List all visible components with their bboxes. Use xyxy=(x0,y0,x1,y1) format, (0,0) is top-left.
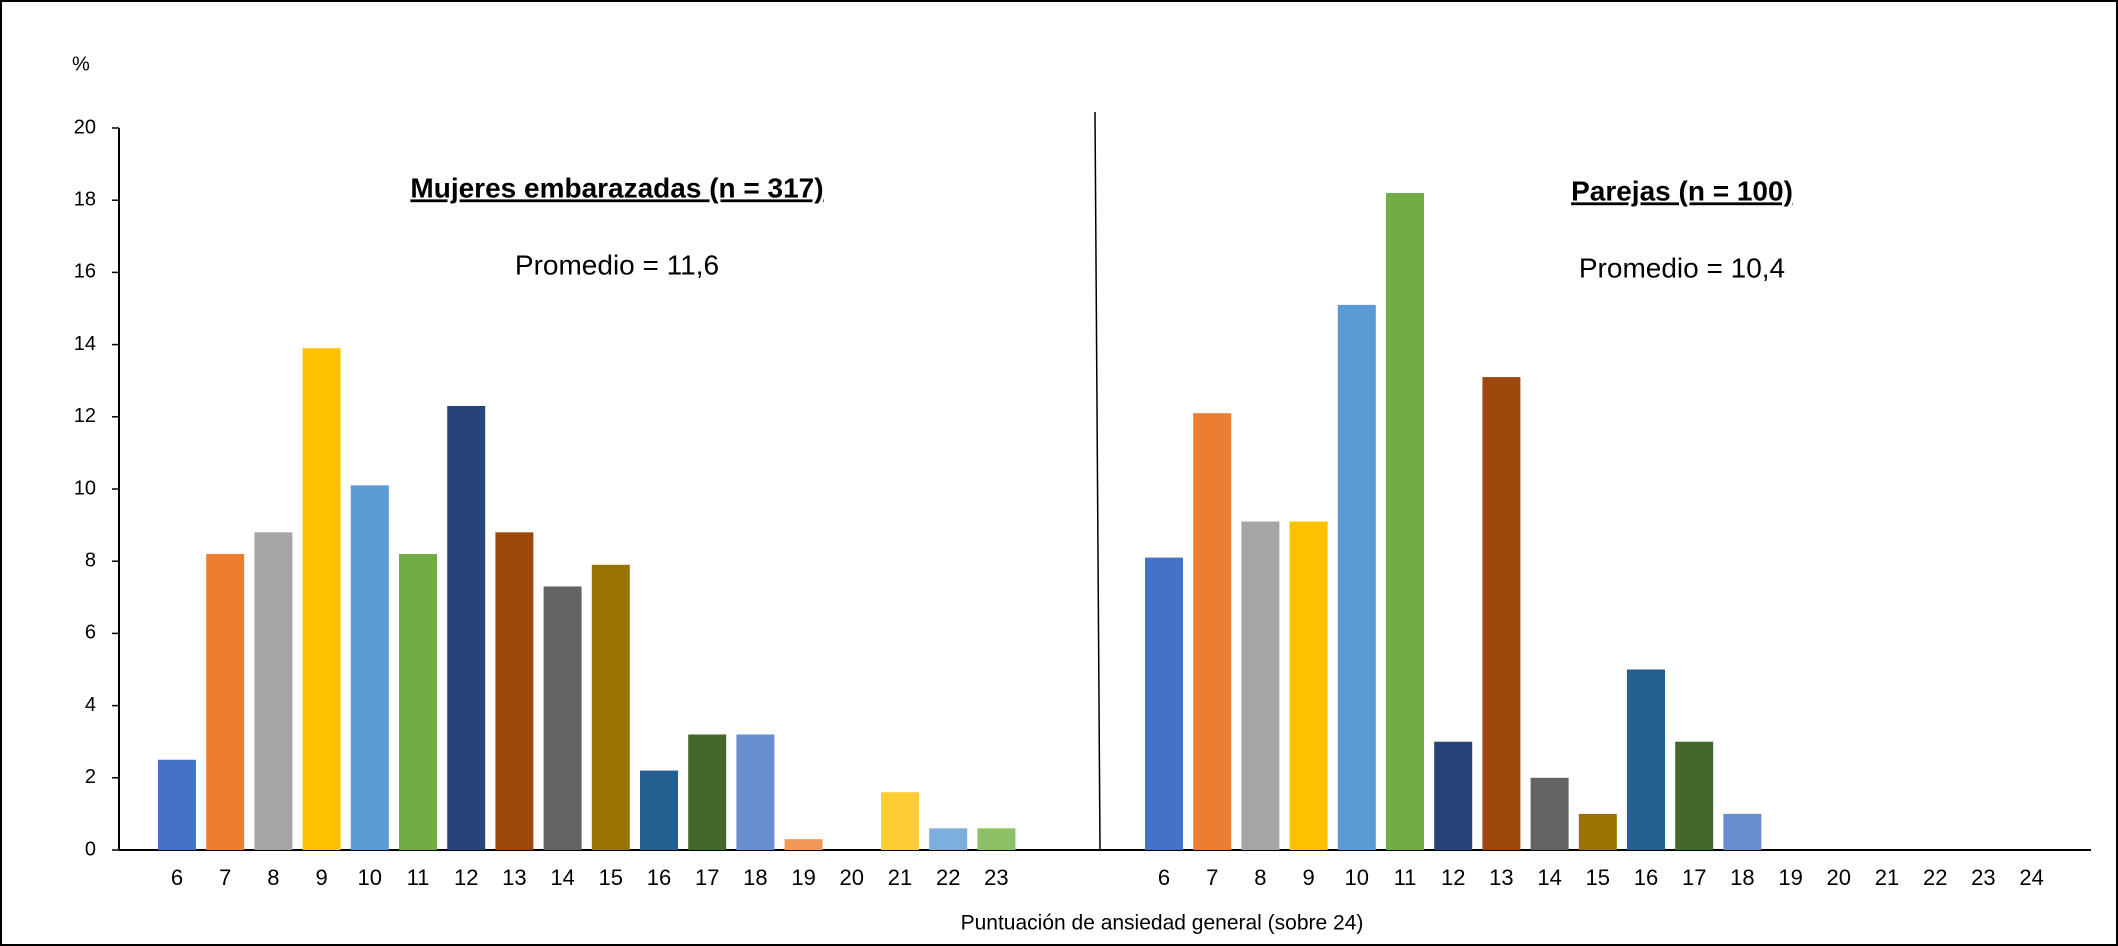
x-tick-label: 15 xyxy=(1586,865,1610,890)
x-tick-label: 23 xyxy=(984,865,1008,890)
bar xyxy=(158,759,196,850)
bar xyxy=(447,405,486,850)
bar xyxy=(929,828,968,850)
y-label: % xyxy=(72,53,90,75)
bar xyxy=(1578,813,1617,850)
x-tick-label: 9 xyxy=(315,865,327,890)
x-label: Puntuación de ansiedad general (sobre 24… xyxy=(961,912,1364,935)
x-tick-label: 10 xyxy=(1345,865,1369,890)
bar xyxy=(543,586,582,850)
bar xyxy=(784,839,823,850)
y-tick-label: 8 xyxy=(85,549,96,571)
bar xyxy=(1145,557,1183,850)
panel-subtitle: Promedio = 10,4 xyxy=(1579,252,1785,283)
bar xyxy=(1530,777,1569,850)
bar xyxy=(881,792,919,850)
x-tick-label: 18 xyxy=(1730,865,1754,890)
bar xyxy=(206,553,245,850)
y-tick-label: 4 xyxy=(85,694,96,716)
divider xyxy=(1094,111,1101,851)
x-tick-label: 7 xyxy=(219,865,231,890)
x-tick-label: 19 xyxy=(791,865,815,890)
panel-title: Parejas (n = 100) xyxy=(1571,175,1793,206)
x-tick-label: 16 xyxy=(1634,865,1658,890)
x-tick-label: 18 xyxy=(743,865,767,890)
y-tick-label: 2 xyxy=(85,766,96,788)
x-tick-label: 22 xyxy=(1923,865,1947,890)
bar xyxy=(1241,521,1280,850)
y-tick-label: 20 xyxy=(74,116,96,138)
x-tick-label: 14 xyxy=(1537,865,1561,890)
x-tick-label: 21 xyxy=(1875,865,1899,890)
bar xyxy=(1193,413,1232,850)
x-tick-label: 17 xyxy=(1682,865,1706,890)
bar xyxy=(254,532,293,850)
y-tick-label: 10 xyxy=(74,477,96,499)
bar xyxy=(1434,741,1473,850)
bar xyxy=(1337,304,1376,850)
bar xyxy=(1289,521,1328,850)
x-tick-label: 20 xyxy=(1827,865,1851,890)
panel-title: Mujeres embarazadas (n = 317) xyxy=(410,172,823,203)
x-tick-label: 22 xyxy=(936,865,960,890)
bar xyxy=(1675,741,1714,850)
x-tick-label: 9 xyxy=(1302,865,1314,890)
bar xyxy=(399,553,437,850)
bar xyxy=(977,828,1016,850)
x-tick-label: 19 xyxy=(1778,865,1802,890)
y-tick-label: 12 xyxy=(74,405,96,427)
x-tick-label: 24 xyxy=(2019,865,2043,890)
y-tick-label: 0 xyxy=(85,838,96,860)
bar xyxy=(350,485,389,850)
y-tick-label: 14 xyxy=(74,333,96,355)
bar xyxy=(302,348,341,850)
x-tick-label: 6 xyxy=(171,865,183,890)
x-tick-label: 20 xyxy=(840,865,864,890)
bar xyxy=(495,532,534,850)
bar xyxy=(1627,669,1665,850)
y-tick-label: 6 xyxy=(85,622,96,644)
x-tick-label: 7 xyxy=(1206,865,1218,890)
x-tick-label: 16 xyxy=(647,865,671,890)
bar xyxy=(1482,377,1521,850)
x-tick-label: 13 xyxy=(1489,865,1513,890)
x-tick-label: 14 xyxy=(550,865,574,890)
bar xyxy=(1386,192,1424,851)
x-tick-label: 11 xyxy=(1394,865,1417,890)
bar xyxy=(736,734,775,850)
bar xyxy=(1723,813,1762,850)
panel-subtitle: Promedio = 11,6 xyxy=(515,249,719,280)
y-tick-label: 16 xyxy=(74,261,96,283)
x-tick-label: 12 xyxy=(1441,865,1465,890)
x-tick-label: 12 xyxy=(454,865,478,890)
x-tick-label: 8 xyxy=(267,865,279,890)
x-tick-label: 15 xyxy=(599,865,623,890)
x-tick-label: 21 xyxy=(888,865,912,890)
x-tick-label: 13 xyxy=(502,865,526,890)
bar xyxy=(591,564,630,850)
x-tick-label: 17 xyxy=(695,865,719,890)
bar xyxy=(688,734,727,850)
y-tick-label: 18 xyxy=(74,188,96,210)
x-tick-label: 8 xyxy=(1254,865,1266,890)
x-tick-label: 6 xyxy=(1158,865,1170,890)
x-tick-label: 11 xyxy=(407,865,430,890)
bar xyxy=(640,770,678,850)
x-tick-label: 23 xyxy=(1971,865,1995,890)
x-tick-label: 10 xyxy=(358,865,382,890)
